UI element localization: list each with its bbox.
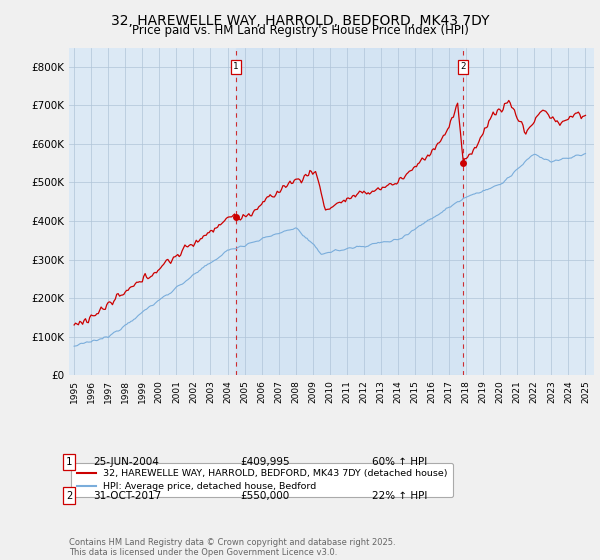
Text: Contains HM Land Registry data © Crown copyright and database right 2025.
This d: Contains HM Land Registry data © Crown c… (69, 538, 395, 557)
Text: £409,995: £409,995 (240, 457, 290, 467)
Text: 22% ↑ HPI: 22% ↑ HPI (372, 491, 427, 501)
Point (231, 213, 241, 222)
Text: Price paid vs. HM Land Registry's House Price Index (HPI): Price paid vs. HM Land Registry's House … (131, 24, 469, 37)
Text: 32, HAREWELLE WAY, HARROLD, BEDFORD, MK43 7DY: 32, HAREWELLE WAY, HARROLD, BEDFORD, MK4… (111, 14, 489, 28)
Point (458, 158, 468, 167)
Text: 1: 1 (66, 457, 72, 467)
Text: 2: 2 (66, 491, 72, 501)
Text: 60% ↑ HPI: 60% ↑ HPI (372, 457, 427, 467)
Text: 2: 2 (461, 62, 466, 71)
Text: 31-OCT-2017: 31-OCT-2017 (93, 491, 161, 501)
Text: 25-JUN-2004: 25-JUN-2004 (93, 457, 159, 467)
Text: £550,000: £550,000 (240, 491, 289, 501)
Text: 1: 1 (233, 62, 239, 71)
Bar (236, 48, 463, 375)
Legend: 32, HAREWELLE WAY, HARROLD, BEDFORD, MK43 7DY (detached house), HPI: Average pri: 32, HAREWELLE WAY, HARROLD, BEDFORD, MK4… (71, 464, 454, 497)
